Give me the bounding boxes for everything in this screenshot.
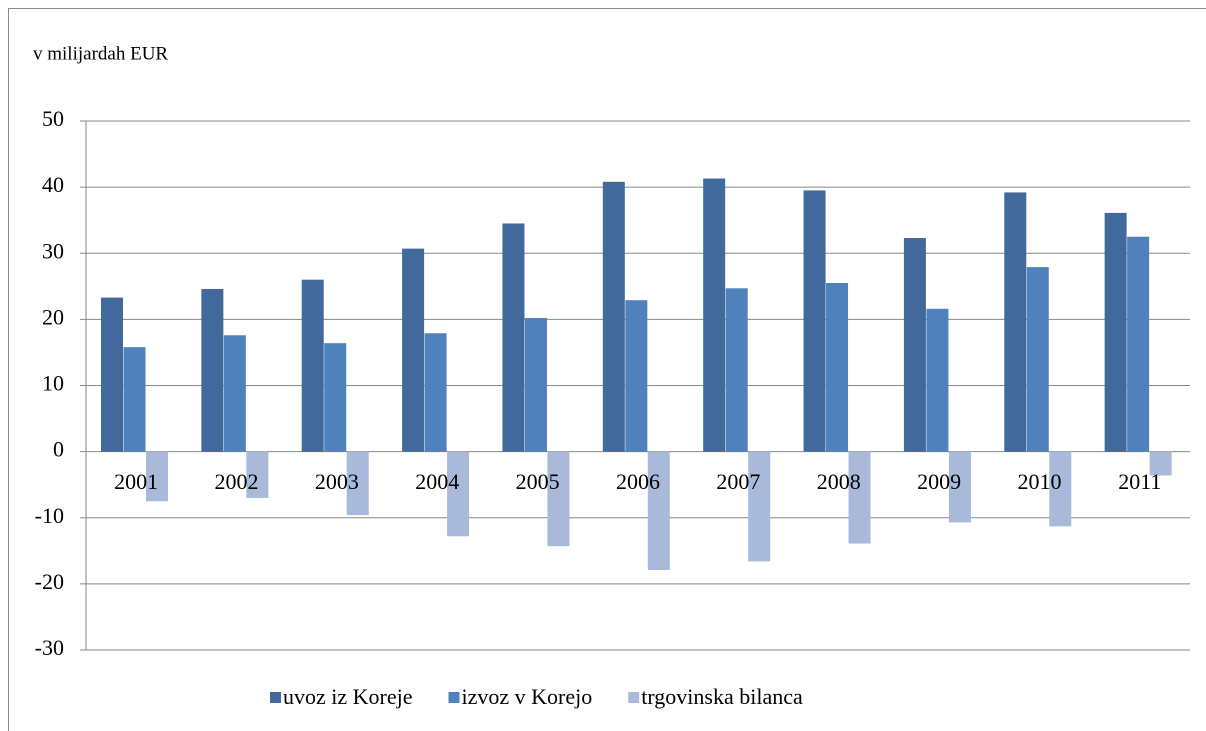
bar: [1149, 451, 1172, 476]
x-tick-label: 2011: [1118, 469, 1161, 494]
bar: [123, 347, 146, 452]
bar: [948, 451, 971, 523]
bar: [725, 288, 748, 452]
legend-label: izvoz v Korejo: [462, 684, 593, 709]
bar: [201, 288, 224, 452]
x-tick-label: 2010: [1017, 469, 1061, 494]
legend-label: uvoz iz Koreje: [283, 684, 413, 709]
y-tick-label: 0: [53, 437, 64, 462]
x-tick-label: 2009: [917, 469, 961, 494]
bar: [602, 181, 625, 452]
bar: [223, 335, 246, 452]
bar: [346, 451, 369, 516]
y-tick-label: -20: [35, 569, 64, 594]
bar: [625, 300, 648, 452]
bar: [803, 190, 826, 452]
legend-swatch: [270, 692, 281, 703]
x-tick-label: 2003: [315, 469, 359, 494]
bar: [301, 279, 324, 452]
bar: [647, 451, 670, 570]
bar: [1026, 267, 1049, 452]
x-tick-label: 2008: [817, 469, 861, 494]
y-tick-label: -30: [35, 635, 64, 660]
y-tick-label: 10: [42, 371, 64, 396]
y-tick-label: 20: [42, 304, 64, 329]
bar: [547, 451, 570, 547]
y-tick-label: -10: [35, 503, 64, 528]
x-tick-label: 2007: [716, 469, 760, 494]
bar: [1127, 236, 1150, 452]
bar: [424, 333, 447, 452]
bar: [447, 451, 470, 537]
bar: [502, 223, 525, 452]
bar: [246, 451, 269, 498]
x-tick-label: 2002: [215, 469, 259, 494]
y-tick-label: 50: [42, 106, 64, 131]
bar: [1104, 212, 1127, 452]
x-tick-label: 2001: [114, 469, 158, 494]
x-tick-label: 2005: [516, 469, 560, 494]
bar: [848, 451, 871, 544]
bar: [1049, 451, 1072, 527]
bar: [1004, 192, 1027, 452]
bar: [146, 451, 168, 502]
legend-swatch: [448, 692, 460, 703]
y-tick-label: 30: [42, 238, 64, 263]
bar: [524, 318, 547, 452]
x-tick-label: 2004: [415, 469, 459, 494]
bar: [101, 297, 123, 452]
bar: [903, 238, 926, 452]
bar: [703, 178, 726, 452]
bar: [926, 308, 949, 452]
y-axis-label: v milijardah EUR: [33, 43, 168, 64]
legend-label: trgovinska bilanca: [641, 684, 803, 709]
bar: [402, 248, 425, 452]
bar: [826, 283, 849, 452]
y-tick-label: 40: [42, 172, 64, 197]
x-tick-label: 2006: [616, 469, 660, 494]
bar: [748, 451, 771, 562]
legend-swatch: [628, 692, 640, 703]
bar: [324, 343, 347, 452]
